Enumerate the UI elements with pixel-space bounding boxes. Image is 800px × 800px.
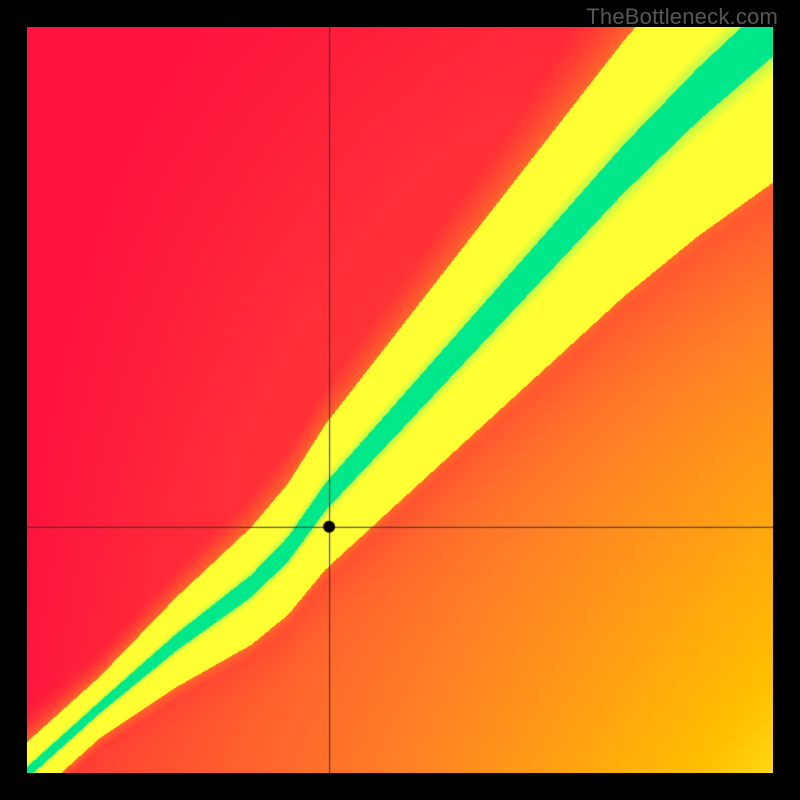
heatmap-canvas (27, 27, 773, 773)
chart-stage: TheBottleneck.com (0, 0, 800, 800)
heatmap-plot (27, 27, 773, 773)
watermark-text: TheBottleneck.com (586, 4, 778, 30)
